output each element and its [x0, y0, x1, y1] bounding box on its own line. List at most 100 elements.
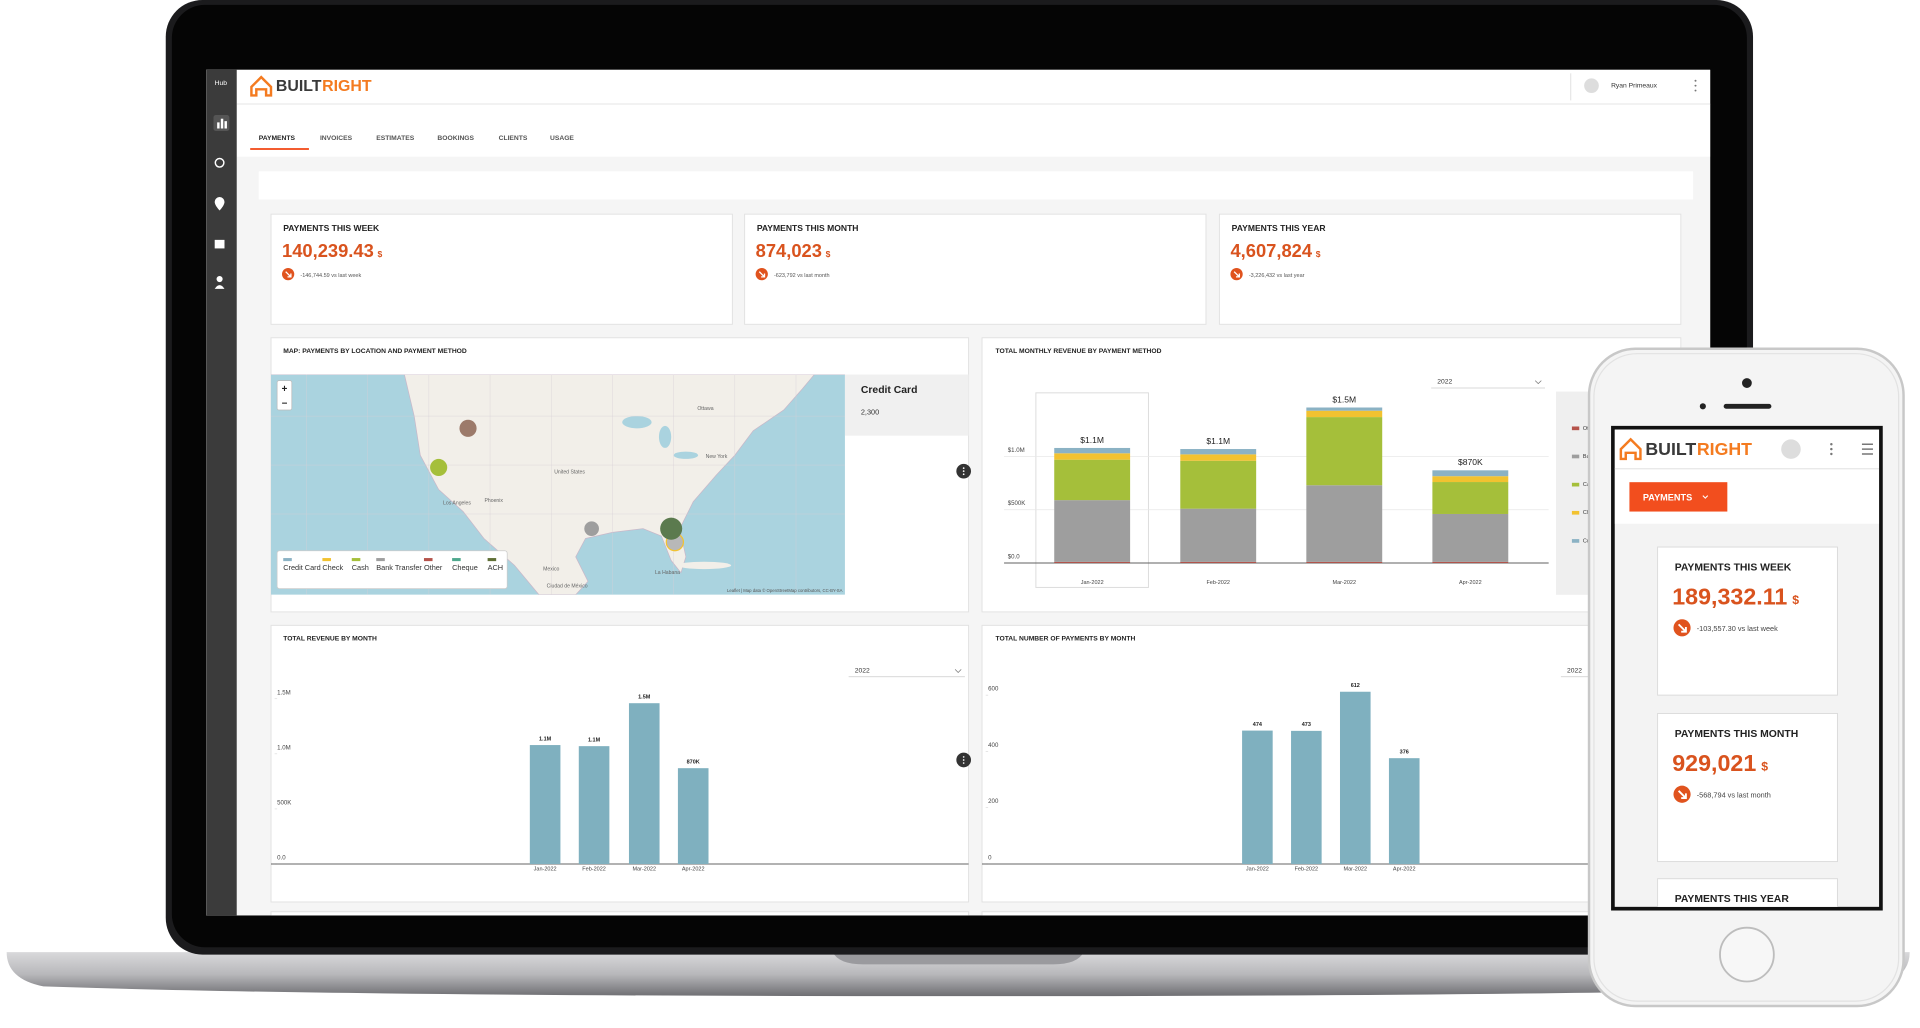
- hub-label: Hub: [215, 80, 228, 87]
- total-label: $1.1M: [1080, 435, 1104, 445]
- more-button[interactable]: [956, 463, 972, 479]
- y-tick-label: 400: [988, 742, 999, 749]
- home-button[interactable]: [1719, 926, 1775, 983]
- legend-swatch: [1571, 426, 1580, 431]
- kpi-value: 189,332.11: [1672, 584, 1787, 610]
- total-label: $1.1M: [1206, 436, 1230, 446]
- y-tick-label: 0: [988, 854, 992, 861]
- kpi-value: 4,607,824: [1230, 240, 1312, 261]
- avatar[interactable]: [1584, 78, 1599, 94]
- tab[interactable]: USAGE: [550, 135, 574, 142]
- year-select[interactable]: 2022: [1567, 667, 1582, 674]
- nav-icon[interactable]: [214, 239, 225, 249]
- bar-segment: [1306, 485, 1383, 562]
- trend-arrow: [1233, 271, 1241, 278]
- bar-segment: [1432, 561, 1509, 563]
- bar: [1242, 730, 1273, 865]
- kpi-change: -3,226,432 vs last year: [1249, 273, 1305, 279]
- trend-arrow: [1677, 790, 1687, 800]
- kpi-title: PAYMENTS THIS YEAR: [1675, 894, 1790, 905]
- bar-segment: [1306, 561, 1383, 563]
- legend-swatch: [1571, 510, 1580, 515]
- kpi-title: PAYMENTS THIS MONTH: [757, 223, 859, 233]
- bar-segment: [1180, 449, 1257, 455]
- bar-segment: [1180, 460, 1257, 509]
- kpi-unit: $: [1761, 760, 1768, 774]
- value-label: 1.1M: [588, 737, 601, 743]
- legend-swatch: [423, 558, 433, 562]
- bar-segment: [1054, 459, 1131, 501]
- payments-button[interactable]: [1629, 482, 1728, 512]
- logo-text: RIGHT: [322, 78, 372, 95]
- map-overlay: Ottawa New York United States Phoenix Los An…: [276, 380, 843, 593]
- bar: [529, 745, 561, 865]
- value-label: 870K: [687, 760, 700, 766]
- nav-icon[interactable]: [214, 197, 225, 211]
- bar-segment: [1432, 470, 1509, 477]
- legend-panel: [1555, 391, 1593, 595]
- chart-panel: [270, 624, 970, 903]
- kpi-title: PAYMENTS THIS WEEK: [283, 223, 380, 233]
- phone-speaker: [1723, 403, 1772, 409]
- menu-dots[interactable]: [1830, 443, 1833, 456]
- chart-title: TOTAL NUMBER OF PAYMENTS BY MONTH: [995, 636, 1135, 643]
- more-button[interactable]: [956, 752, 972, 768]
- legend-label: Cash: [352, 563, 369, 572]
- x-tick-label: Feb-2022: [582, 866, 606, 872]
- kpi-card: [1657, 878, 1838, 907]
- zoom-button[interactable]: +: [282, 384, 288, 395]
- map-marker[interactable]: [430, 458, 448, 477]
- map-marker[interactable]: [459, 419, 477, 437]
- x-tick-label: Mar-2022: [632, 866, 656, 872]
- zoom-button[interactable]: −: [282, 398, 288, 409]
- tab[interactable]: BOOKINGS: [437, 135, 474, 142]
- place-label: Los Angeles: [443, 500, 471, 506]
- bar-segment: [1306, 410, 1383, 418]
- nav-icon[interactable]: [214, 285, 225, 289]
- menu-dots[interactable]: [1694, 79, 1697, 92]
- nav-icon[interactable]: [214, 157, 225, 168]
- bar: [578, 746, 610, 865]
- avatar[interactable]: [1781, 439, 1801, 459]
- x-tick-label: Apr-2022: [1393, 866, 1416, 872]
- popup-title: Credit Card: [861, 385, 918, 396]
- land: [270, 374, 845, 595]
- phone-cards: PAYMENTS THIS WEEK 189,332.11 $ -103,557.30…: [1657, 546, 1838, 907]
- x-tick-label: Apr-2022: [1459, 580, 1482, 586]
- map-marker[interactable]: [660, 517, 683, 540]
- kpi-unit: $: [1316, 249, 1321, 259]
- bar-segment: [1306, 417, 1383, 486]
- tab[interactable]: INVOICES: [320, 135, 353, 142]
- place-label: Mexico: [543, 566, 559, 572]
- tab[interactable]: CLIENTS: [499, 135, 528, 142]
- filter-bar: [258, 171, 1694, 200]
- legend-swatch: [1571, 539, 1580, 543]
- dashboard: PAYMENTS INVOICES ESTIMATES BOOKINGS CLIENTS…: [250, 135, 1690, 872]
- kpi-value: 929,021: [1672, 750, 1756, 776]
- button-label[interactable]: PAYMENTS: [1643, 493, 1692, 503]
- year-select[interactable]: 2022: [855, 667, 870, 674]
- user-name[interactable]: Ryan Primeaux: [1611, 82, 1658, 89]
- logo-text: BUILT: [276, 78, 322, 95]
- bar-segment: [1054, 453, 1131, 460]
- y-tick-label: 500K: [277, 799, 291, 806]
- kpi-card: [1657, 546, 1838, 696]
- x-tick-label: Jan-2022: [1081, 580, 1104, 586]
- total-label: $1.5M: [1332, 394, 1356, 404]
- hamburger[interactable]: [1861, 443, 1873, 455]
- caret: [1702, 495, 1709, 499]
- nav-icon[interactable]: [216, 275, 223, 283]
- kpi-unit: $: [826, 249, 831, 259]
- tab[interactable]: PAYMENTS: [259, 135, 296, 142]
- nav-icon: [220, 118, 224, 129]
- map-marker[interactable]: [584, 521, 599, 537]
- year-select[interactable]: 2022: [1437, 379, 1452, 386]
- screen-content: Hub BUILT RIGHT Ryan Primeaux MAP: PAYME…: [206, 69, 1711, 916]
- x-tick-label: Apr-2022: [682, 866, 705, 872]
- tab[interactable]: ESTIMATES: [376, 135, 414, 142]
- place-label: La Habana: [655, 570, 680, 576]
- value-label: 473: [1302, 722, 1311, 728]
- lake: [673, 451, 699, 459]
- legend-label: Check: [322, 563, 343, 572]
